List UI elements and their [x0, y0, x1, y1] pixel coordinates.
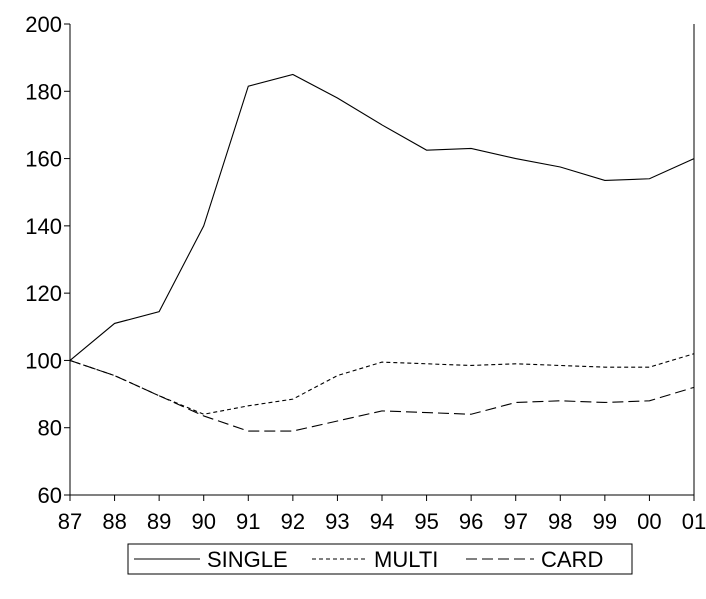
x-tick-label: 88	[102, 509, 126, 534]
y-tick-label: 120	[25, 281, 62, 306]
x-tick-label: 00	[637, 509, 661, 534]
x-tick-label: 97	[503, 509, 527, 534]
legend-box	[127, 543, 633, 575]
x-tick-label: 90	[191, 509, 215, 534]
x-tick-label: 94	[370, 509, 394, 534]
y-tick-label: 80	[38, 416, 62, 441]
legend-label-single: SINGLE	[207, 547, 288, 572]
series-line-card	[69, 359, 695, 432]
x-tick-label: 01	[682, 509, 706, 534]
x-tick-label: 89	[147, 509, 171, 534]
x-tick-label: 99	[593, 509, 617, 534]
x-tick-label: 96	[459, 509, 483, 534]
series-line-multi	[69, 353, 695, 415]
legend-label-multi: MULTI	[374, 547, 438, 572]
legend: SINGLE MULTI CARD	[127, 543, 633, 575]
x-tick-label: 87	[58, 509, 82, 534]
plot-frame	[69, 24, 695, 496]
y-tick-label: 100	[25, 348, 62, 373]
y-tick-label: 160	[25, 147, 62, 172]
y-tick-label: 200	[25, 12, 62, 37]
x-tick-label: 92	[281, 509, 305, 534]
x-axis: 87 88 89 90 91 92 93 94 95 96 97 98 99 00 01	[58, 495, 706, 534]
x-tick-label: 93	[325, 509, 349, 534]
legend-label-card: CARD	[541, 547, 603, 572]
x-tick-label: 98	[548, 509, 572, 534]
x-tick-label: 95	[414, 509, 438, 534]
y-tick-label: 140	[25, 214, 62, 239]
x-tick-label: 91	[236, 509, 260, 534]
y-tick-label: 60	[38, 483, 62, 508]
y-axis: 60 80 100 120 140 160 180 200	[25, 12, 70, 508]
series-lines	[69, 73, 695, 432]
y-tick-label: 180	[25, 79, 62, 104]
series-line-single	[69, 73, 695, 361]
